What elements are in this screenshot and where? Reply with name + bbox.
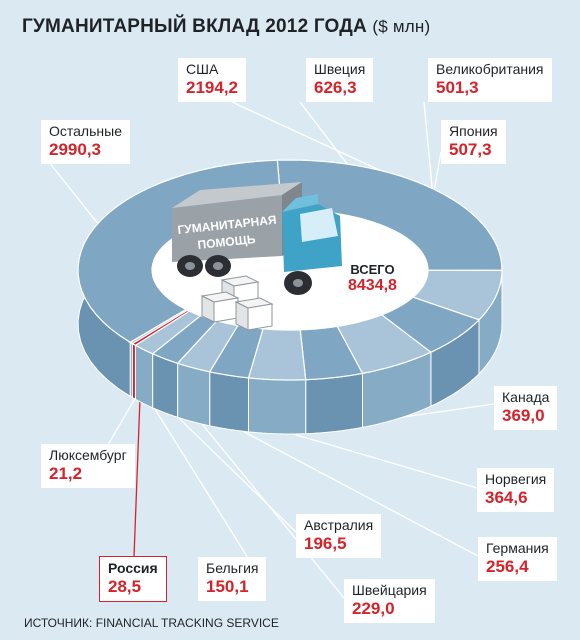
country-value: 364,6 [485, 488, 528, 507]
truck-wheel-hub [185, 262, 195, 270]
country-name: Остальные [49, 123, 122, 139]
leader-others [40, 151, 103, 230]
country-name: Норвегия [485, 471, 547, 487]
country-value: 150,1 [206, 577, 249, 596]
truck-wheel-hub [213, 262, 223, 270]
country-value: 369,0 [502, 406, 545, 425]
label-germany: Германия 256,4 [478, 537, 557, 581]
country-name: Канада [502, 389, 550, 405]
side-wall-germany [209, 371, 249, 433]
truck-cargo-top [172, 182, 302, 208]
label-sweden: Швеция 626,3 [306, 58, 374, 102]
country-value: 196,5 [304, 534, 347, 553]
country-name: Япония [449, 123, 498, 139]
label-others: Остальные 2990,3 [41, 120, 130, 164]
country-name: Люксембург [49, 447, 127, 463]
total-label: ВСЕГО [350, 262, 395, 277]
leader-norway [277, 428, 478, 489]
country-name: Великобритания [436, 61, 544, 77]
chart-unit: ($ млн) [372, 17, 431, 36]
side-wall-switzerland [177, 362, 211, 427]
truck-cab-roof [282, 194, 318, 212]
side-wall-belgium [134, 344, 154, 409]
label-uk: Великобритания 501,3 [428, 58, 552, 102]
country-name: Швеция [314, 61, 366, 77]
country-name: Австралия [304, 517, 374, 533]
country-value: 256,4 [486, 557, 529, 576]
country-value: 507,3 [449, 140, 492, 159]
leader-australia [169, 408, 297, 533]
side-wall-norway [248, 377, 307, 435]
label-norway: Норвегия 364,6 [477, 468, 555, 512]
country-value: 229,0 [352, 599, 395, 618]
label-belgium: Бельгия 150,1 [198, 557, 267, 601]
country-value: 501,3 [436, 78, 479, 97]
country-value: 21,2 [49, 464, 83, 483]
country-name: Германия [486, 540, 549, 556]
total-callout: ВСЕГО 8434,8 [348, 262, 397, 295]
label-usa: США 2194,2 [178, 58, 246, 102]
country-name: Бельгия [206, 560, 259, 576]
label-luxembourg: Люксембург 21,2 [41, 444, 135, 488]
label-canada: Канада 369,0 [494, 386, 558, 430]
country-name: Швейцария [352, 582, 427, 598]
country-name: Россия [108, 560, 158, 576]
country-value: 2990,3 [49, 140, 101, 159]
label-australia: Австралия 196,5 [296, 514, 382, 558]
source-note: ИСТОЧНИК: FINANCIAL TRACKING SERVICE [24, 616, 279, 630]
leader-belgium [149, 400, 259, 575]
label-japan: Япония 507,3 [441, 120, 506, 164]
leader-russia [133, 395, 141, 558]
label-russia: Россия 28,5 [99, 556, 167, 602]
truck-cargo-side [172, 195, 282, 262]
country-value: 626,3 [314, 78, 357, 97]
country-value: 2194,2 [186, 78, 238, 97]
truck-label-line2: ПОМОЩЬ [197, 232, 257, 252]
total-value: 8434,8 [348, 277, 397, 294]
label-switzerland: Швейцария 229,0 [344, 579, 435, 623]
leader-germany [230, 424, 479, 557]
side-wall-canada [305, 372, 363, 435]
truck-wheel-hub [293, 279, 303, 287]
country-name: США [186, 61, 219, 77]
truck-icon: ГУМАНИТАРНАЯ ПОМОЩЬ [172, 182, 342, 295]
truck-windshield [300, 208, 338, 242]
chart-title-text: ГУМАНИТАРНЫЙ ВКЛАД 2012 ГОДА [22, 16, 367, 37]
side-wall-australia [152, 353, 179, 419]
country-value: 28,5 [108, 577, 142, 596]
chart-title: ГУМАНИТАРНЫЙ ВКЛАД 2012 ГОДА ($ млн) [22, 16, 430, 38]
cargo-boxes-icon [200, 275, 274, 331]
